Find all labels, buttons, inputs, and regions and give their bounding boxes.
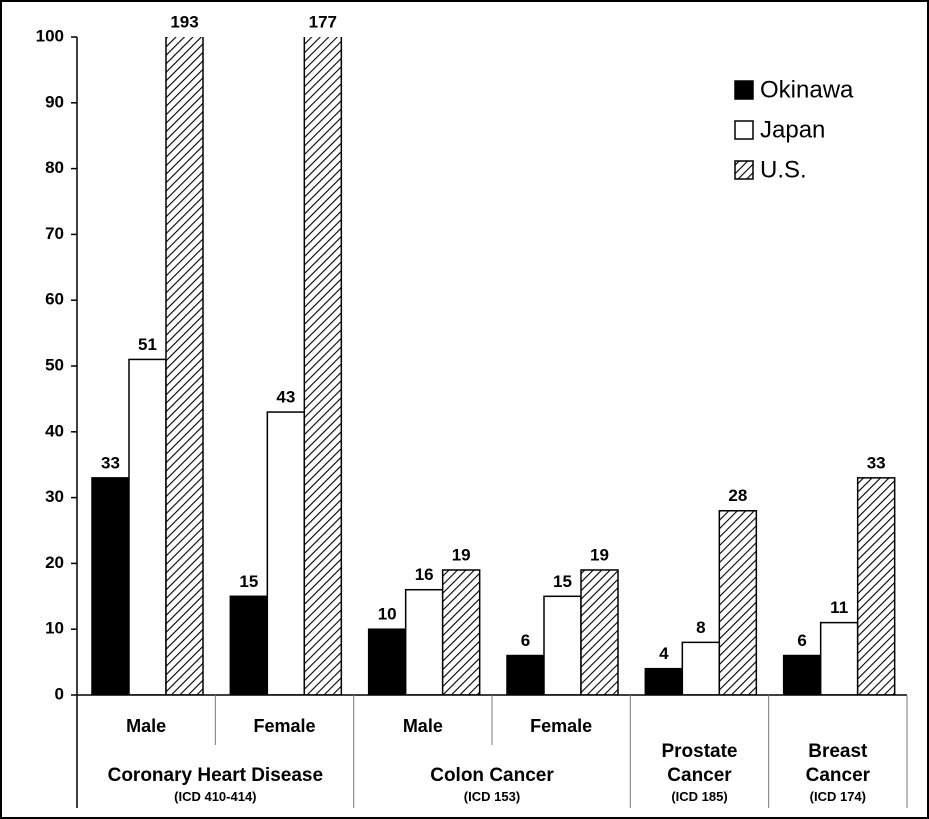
y-tick-label: 10 xyxy=(45,619,64,638)
group-label-box: Breast Cancer (ICD 174) xyxy=(779,730,897,806)
group-label: Colon Cancer xyxy=(430,765,554,786)
group-code: (ICD 153) xyxy=(463,789,521,804)
bar xyxy=(506,654,545,695)
bar xyxy=(404,588,444,695)
y-tick-label: 30 xyxy=(45,487,64,506)
value-label: 15 xyxy=(553,572,572,591)
bar xyxy=(681,641,721,695)
legend-label: U.S. xyxy=(760,156,807,183)
y-tick-label: 70 xyxy=(45,224,64,243)
bar xyxy=(580,569,619,695)
legend-swatch xyxy=(734,120,754,140)
bar xyxy=(367,628,407,695)
legend-swatch xyxy=(734,160,754,180)
value-label: 8 xyxy=(696,618,705,637)
y-tick-label: 0 xyxy=(55,684,64,703)
value-label: 19 xyxy=(590,545,609,564)
group-label: Prostate Cancer xyxy=(661,741,738,786)
value-label: 11 xyxy=(830,598,848,617)
bar xyxy=(441,569,481,695)
value-label: 33 xyxy=(101,453,120,472)
bar xyxy=(229,595,269,695)
group-label: Breast Cancer xyxy=(805,741,871,786)
y-tick-label: 100 xyxy=(36,26,64,45)
value-label: 6 xyxy=(521,631,530,650)
value-label: 177 xyxy=(309,12,337,31)
y-tick-label: 60 xyxy=(45,290,64,309)
legend-label: Japan xyxy=(760,116,825,143)
bar xyxy=(303,37,343,695)
value-label: 193 xyxy=(170,12,198,31)
bar xyxy=(128,358,167,695)
value-label: 19 xyxy=(452,545,471,564)
group-label-box: Colon Cancer (ICD 153) xyxy=(364,730,621,806)
group-label-box: Coronary Heart Disease (ICD 410-414) xyxy=(87,730,344,806)
x-tick-label: Female xyxy=(253,716,315,736)
value-label: 6 xyxy=(797,631,806,650)
y-tick-label: 90 xyxy=(45,92,64,111)
value-label: 51 xyxy=(138,335,157,354)
group-label-box: Prostate Cancer (ICD 185) xyxy=(640,730,758,806)
value-label: 4 xyxy=(659,644,669,663)
bars xyxy=(91,37,896,695)
group-code: (ICD 185) xyxy=(671,789,728,804)
y-tick-label: 50 xyxy=(45,355,64,374)
legend-label: Okinawa xyxy=(760,76,854,103)
y-tick-label: 80 xyxy=(45,158,64,177)
legend-swatch xyxy=(734,80,754,100)
y-tick-label: 20 xyxy=(45,553,64,572)
group-label-box: Colon Cancer (ICD 153) xyxy=(364,730,621,806)
value-label: 33 xyxy=(867,453,886,472)
bar xyxy=(782,654,822,695)
bar xyxy=(91,477,130,695)
group-label: Coronary Heart Disease xyxy=(107,765,324,786)
x-tick-label: Male xyxy=(126,716,166,736)
value-label: 15 xyxy=(239,572,258,591)
group-code: (ICD 410-414) xyxy=(174,789,257,804)
x-tick-label: Male xyxy=(403,716,443,736)
bar xyxy=(644,667,684,695)
value-label: 10 xyxy=(378,605,397,624)
value-label: 28 xyxy=(728,486,747,505)
x-tick-label: Female xyxy=(530,716,592,736)
value-label: 43 xyxy=(276,388,295,407)
y-tick-label: 40 xyxy=(45,421,64,440)
group-label-box: Breast Cancer (ICD 174) xyxy=(779,730,897,806)
bar xyxy=(718,510,758,695)
value-label: 16 xyxy=(415,565,434,584)
bar xyxy=(266,411,306,695)
group-code: (ICD 174) xyxy=(809,789,866,804)
group-label-box: Prostate Cancer (ICD 185) xyxy=(640,730,758,806)
bar xyxy=(165,37,204,695)
bar xyxy=(856,477,896,695)
group-label-box: Coronary Heart Disease (ICD 410-414) xyxy=(87,730,344,806)
bar xyxy=(543,595,582,695)
bar xyxy=(819,621,859,695)
